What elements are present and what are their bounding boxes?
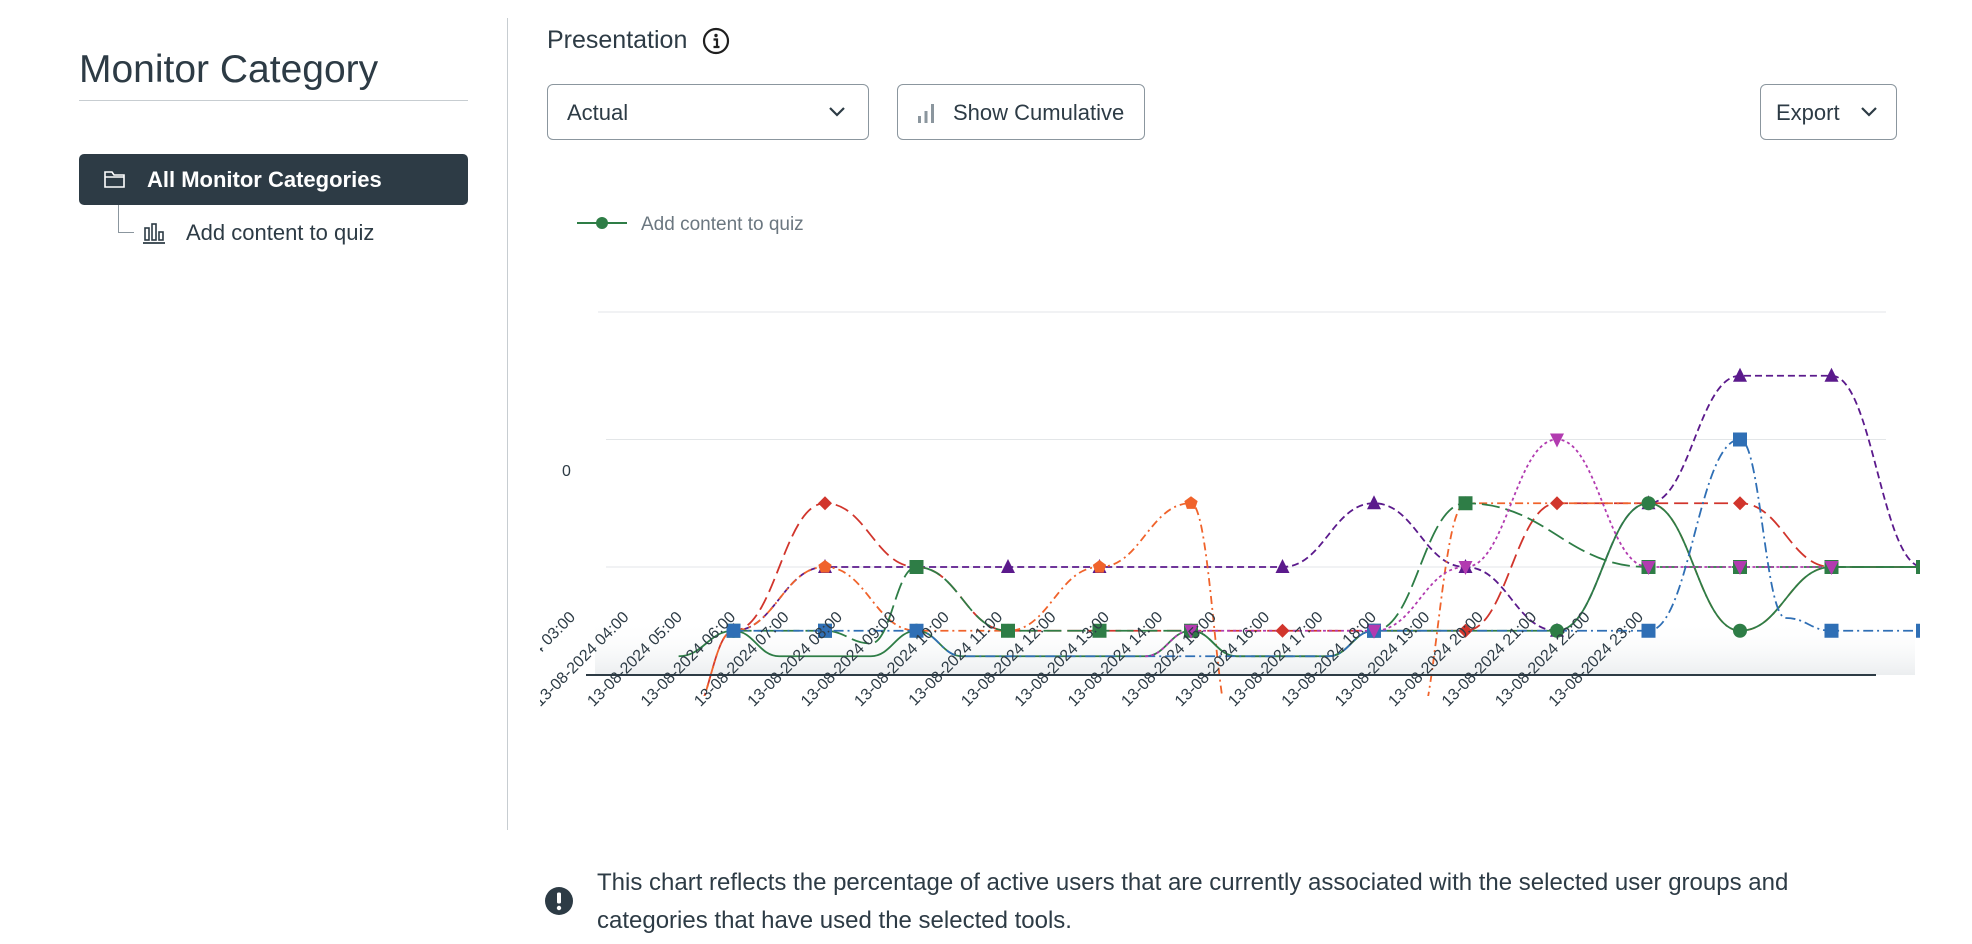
square-marker [1458, 496, 1473, 511]
info-icon[interactable] [702, 27, 730, 55]
triangle-down-marker [1824, 561, 1839, 575]
presentation-mode-select[interactable]: Actual [547, 84, 869, 140]
presentation-title: Presentation [547, 26, 688, 54]
folder-icon [104, 171, 125, 188]
square-marker [818, 623, 832, 638]
bar-chart-icon [143, 223, 165, 244]
chart-notice-text: This chart reflects the percentage of ac… [597, 869, 1789, 934]
chevron-down-icon [829, 107, 845, 117]
sidebar-title: Monitor Category [79, 48, 379, 91]
export-button[interactable]: Export [1760, 84, 1897, 140]
square-marker [1092, 623, 1107, 638]
triangle-marker [1275, 559, 1290, 573]
tree-connector-branch [118, 232, 134, 233]
category-label: All Monitor Categories [147, 167, 382, 192]
triangle-marker [1824, 367, 1839, 382]
series-line-blue [733, 438, 1920, 658]
square-marker [1916, 623, 1920, 638]
diamond-marker [1550, 496, 1564, 511]
series-markers [726, 367, 1920, 639]
y-tick-label: 0 [562, 463, 571, 480]
square-marker [909, 623, 924, 638]
category-all-monitor-categories[interactable]: All Monitor Categories [79, 154, 468, 205]
square-marker [909, 560, 924, 574]
show-cumulative-label: Show Cumulative [953, 100, 1125, 125]
triangle-down-marker [1733, 561, 1747, 575]
title-divider [79, 100, 468, 101]
circle-marker [1641, 496, 1656, 511]
presentation-mode-value: Actual [567, 100, 629, 125]
pentagon-marker [818, 560, 832, 573]
chevron-down-icon [1861, 107, 1877, 117]
square-marker [726, 623, 741, 638]
triangle-down-marker [1458, 561, 1473, 575]
triangle-marker [1367, 495, 1381, 510]
usage-line-chart: Add content to quiz 0 13-08-202...13-08-… [540, 214, 1920, 710]
chart-legend[interactable]: Add content to quiz [577, 214, 804, 235]
plot-area-shade [595, 620, 1915, 675]
square-marker [1641, 623, 1656, 638]
square-marker [1001, 623, 1015, 638]
diamond-marker [1733, 496, 1747, 511]
exclamation-icon [545, 887, 573, 915]
series-line-magenta [1145, 438, 1832, 658]
pentagon-marker [1184, 496, 1198, 509]
triangle-down-marker [1550, 433, 1564, 448]
square-marker [1824, 623, 1839, 638]
category-sidebar: Monitor Category All Monitor Categories … [0, 0, 507, 830]
circle-marker [1550, 623, 1564, 638]
square-marker [1916, 560, 1920, 574]
diamond-marker [818, 496, 832, 511]
diamond-marker [1458, 623, 1473, 638]
panel-divider [507, 18, 508, 830]
triangle-down-marker [1367, 624, 1381, 639]
circle-marker [1733, 623, 1747, 638]
triangle-down-marker [1184, 624, 1198, 639]
category-label: Add content to quiz [186, 220, 375, 245]
diamond-marker [1275, 623, 1290, 638]
bar-chart-icon [918, 104, 934, 123]
square-marker [1733, 432, 1747, 447]
legend-label: Add content to quiz [641, 214, 804, 235]
gridlines [598, 311, 1886, 568]
show-cumulative-button[interactable]: Show Cumulative [897, 84, 1145, 140]
triangle-down-marker [1641, 561, 1656, 575]
export-label: Export [1776, 100, 1840, 125]
legend-marker [596, 217, 608, 229]
pentagon-marker [1092, 560, 1107, 573]
triangle-marker [1001, 559, 1015, 573]
tree-connector [118, 205, 119, 232]
triangle-marker [1733, 367, 1747, 382]
